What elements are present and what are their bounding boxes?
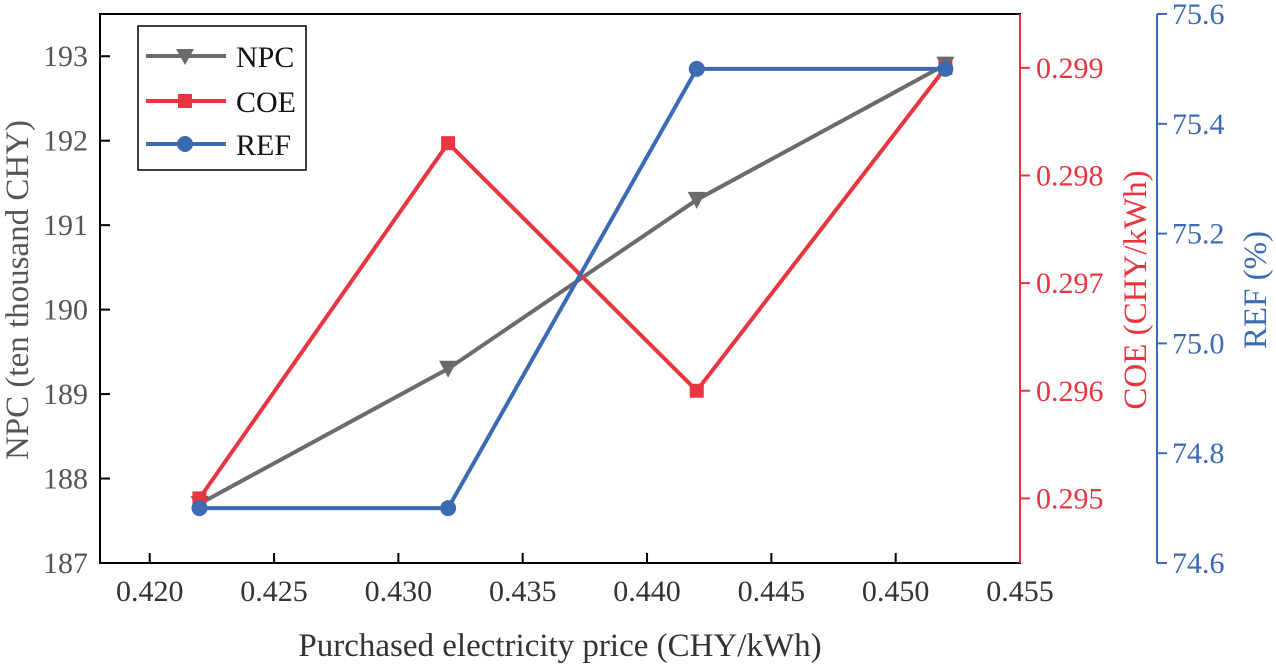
coe-point [689, 383, 704, 398]
npc-point [687, 191, 706, 209]
ref-tick-label: 75.6 [1172, 0, 1225, 31]
ref-point [191, 500, 208, 517]
ref-series-line [199, 66, 946, 511]
coe-series-line [197, 66, 947, 500]
x-tick-label: 0.445 [738, 575, 806, 608]
x-tick-label: 0.440 [613, 575, 681, 608]
legend-coe-marker [178, 94, 192, 108]
npc-point [439, 360, 458, 378]
x-tick-label: 0.425 [240, 575, 308, 608]
legend: NPC COE REF [137, 25, 307, 171]
ref-point [937, 60, 954, 77]
coe-tick-label: 0.295 [1036, 482, 1104, 515]
ref-point [440, 500, 457, 517]
legend-ref-marker [177, 136, 193, 152]
ref-point [688, 60, 705, 77]
plot-series-group [190, 56, 955, 517]
ref-axis-label: REF (%) [1238, 231, 1274, 349]
x-tick-label: 0.430 [365, 575, 433, 608]
ref-tick-label: 75.2 [1172, 218, 1225, 251]
npc-tick-label: 190 [43, 294, 88, 327]
ref-tick-label: 74.6 [1172, 547, 1225, 580]
x-tick-label: 0.450 [862, 575, 930, 608]
npc-tick-label: 189 [43, 378, 88, 411]
coe-axis-label: COE (CHY/kWh) [1118, 170, 1154, 409]
npc-tick-label: 191 [43, 209, 88, 242]
ref-tick-label: 75.0 [1172, 327, 1225, 360]
ref-tick-label: 75.4 [1172, 108, 1225, 141]
legend-npc-marker [176, 49, 194, 65]
x-axis-label: Purchased electricity price (CHY/kWh) [298, 628, 821, 664]
x-tick-label: 0.420 [116, 575, 184, 608]
npc-axis-label: NPC (ten thousand CHY) [0, 120, 36, 460]
npc-series-line [198, 62, 947, 506]
npc-tick-label: 192 [43, 125, 88, 158]
npc-tick-label: 188 [43, 463, 88, 496]
coe-tick-label: 0.298 [1036, 159, 1104, 192]
coe-tick-label: 0.296 [1036, 375, 1104, 408]
coe-tick-label: 0.297 [1036, 267, 1104, 300]
npc-tick-label: 193 [43, 40, 88, 73]
axes-group: 0.420 0.425 0.430 0.435 0.440 0.445 0.450 0.455… [43, 0, 1225, 608]
coe-tick-label: 0.299 [1036, 52, 1104, 85]
legend-ref-label: REF [236, 129, 291, 162]
npc-tick-label: 187 [43, 547, 88, 580]
coe-point [441, 136, 456, 151]
legend-coe-label: COE [236, 86, 296, 119]
ref-tick-label: 74.8 [1172, 437, 1225, 470]
x-tick-label: 0.435 [489, 575, 557, 608]
x-tick-label: 0.455 [986, 575, 1054, 608]
legend-npc-label: NPC [236, 41, 294, 74]
